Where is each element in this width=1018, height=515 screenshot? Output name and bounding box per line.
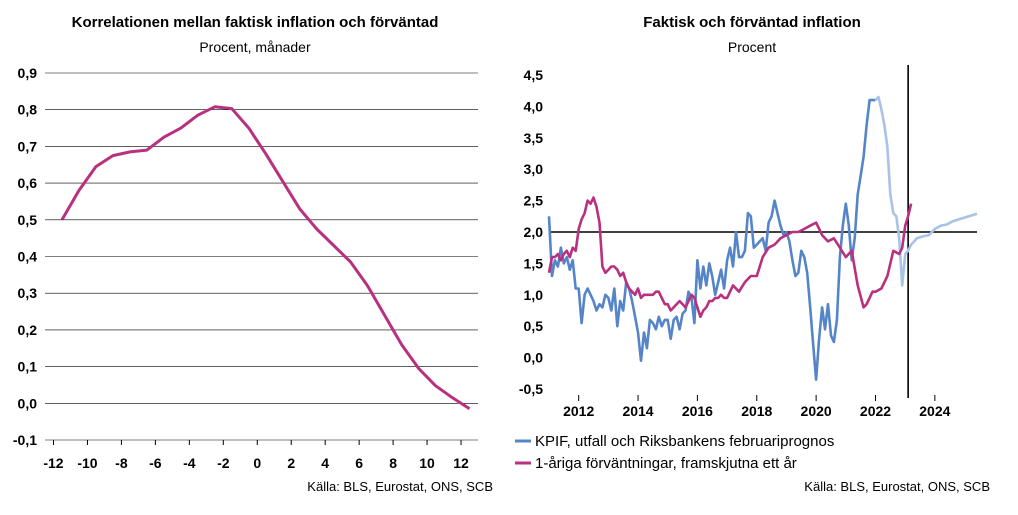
left-y-tick-label: 0,9 — [18, 65, 38, 81]
left-chart-source: Källa: BLS, Eurostat, ONS, SCB — [307, 479, 493, 494]
right-reference-lines — [549, 65, 977, 398]
right-y-tick-label: 4,5 — [524, 67, 544, 83]
left-x-tick-label: 2 — [287, 455, 295, 471]
left-x-tick-label: -8 — [115, 455, 128, 471]
right-y-tick-label: 1,5 — [524, 255, 544, 271]
right-chart-source: Källa: BLS, Eurostat, ONS, SCB — [804, 479, 990, 494]
left-x-tick-label: -10 — [77, 455, 97, 471]
right-y-tick-label: 3,5 — [524, 130, 544, 146]
left-y-tick-label: 0,4 — [18, 249, 38, 265]
left-x-tick-label: -6 — [149, 455, 162, 471]
left-y-tick-label: 0,0 — [18, 395, 38, 411]
left-x-tick-label: -2 — [217, 455, 230, 471]
right-y-tick-label: 0,0 — [524, 350, 544, 366]
right-chart: Faktisk och förväntad inflation Procent … — [515, 14, 990, 494]
right-y-axis-ticks: -0,5 0,0 0,5 1,0 1,5 2,0 2,5 3,0 3,5 4,0 4,5 — [519, 67, 543, 397]
left-x-tick-label: -4 — [183, 455, 196, 471]
series-kpif-outcome — [547, 98, 876, 381]
right-x-tick-label: 2012 — [563, 403, 594, 419]
right-x-tick-label: 2016 — [682, 403, 713, 419]
right-y-tick-label: 1,0 — [524, 287, 544, 303]
right-x-tick-label: 2024 — [919, 403, 950, 419]
left-y-tick-label: 0,1 — [18, 359, 38, 375]
legend-item-kpif: KPIF, utfall och Riksbankens februaripro… — [515, 433, 834, 450]
left-y-tick-label: -0,1 — [13, 432, 37, 448]
left-x-tick-label: 12 — [453, 455, 469, 471]
left-y-tick-label: 0,7 — [18, 138, 38, 154]
left-y-tick-label: 0,8 — [18, 102, 38, 118]
left-x-tick-label: 0 — [253, 455, 261, 471]
left-y-axis-ticks: -0,1 0,0 0,1 0,2 0,3 0,4 0,5 0,6 0,7 0,8 0,9 — [13, 65, 37, 448]
right-x-tick-label: 2014 — [622, 403, 653, 419]
left-x-tick-label: 6 — [355, 455, 363, 471]
right-y-tick-label: -0,5 — [519, 381, 543, 397]
left-y-tick-label: 0,6 — [18, 175, 38, 191]
right-x-tick-label: 2022 — [860, 403, 891, 419]
right-y-tick-label: 4,0 — [524, 98, 544, 114]
right-chart-subtitle: Procent — [728, 39, 776, 55]
left-series — [60, 105, 471, 411]
left-chart: Korrelationen mellan faktisk inflation o… — [13, 14, 493, 494]
right-y-tick-label: 0,5 — [524, 318, 544, 334]
left-chart-title: Korrelationen mellan faktisk inflation o… — [72, 14, 439, 31]
right-series — [547, 95, 978, 381]
left-y-tick-label: 0,3 — [18, 285, 38, 301]
right-x-tick-label: 2018 — [741, 403, 772, 419]
series-kpif-forecast — [874, 95, 978, 287]
legend-label-kpif: KPIF, utfall och Riksbankens februaripro… — [535, 433, 834, 450]
right-y-tick-label: 2,5 — [524, 193, 544, 209]
right-x-axis-ticks: 2012 2014 2016 2018 2020 2022 2024 — [563, 395, 951, 419]
legend: KPIF, utfall och Riksbankens februaripro… — [515, 433, 834, 472]
left-y-tick-label: 0,5 — [18, 212, 38, 228]
left-x-axis-ticks: -12 -10 -8 -6 -4 -2 0 2 4 6 8 10 12 — [43, 440, 469, 471]
right-y-tick-label: 2,0 — [524, 224, 544, 240]
series-expectations — [547, 196, 913, 319]
legend-item-expectations: 1-åriga förväntningar, framskjutna ett å… — [515, 455, 797, 472]
left-chart-subtitle: Procent, månader — [199, 39, 311, 55]
legend-label-expectations: 1-åriga förväntningar, framskjutna ett å… — [535, 455, 797, 472]
right-y-tick-label: 3,0 — [524, 161, 544, 177]
right-chart-title: Faktisk och förväntad inflation — [643, 14, 861, 31]
left-x-tick-label: 10 — [419, 455, 435, 471]
left-y-tick-label: 0,2 — [18, 322, 38, 338]
left-x-tick-label: 4 — [321, 455, 329, 471]
left-x-tick-label: -12 — [43, 455, 63, 471]
left-x-tick-label: 8 — [389, 455, 397, 471]
left-series-line — [60, 105, 471, 411]
left-gridlines — [45, 72, 478, 441]
right-x-tick-label: 2020 — [801, 403, 832, 419]
